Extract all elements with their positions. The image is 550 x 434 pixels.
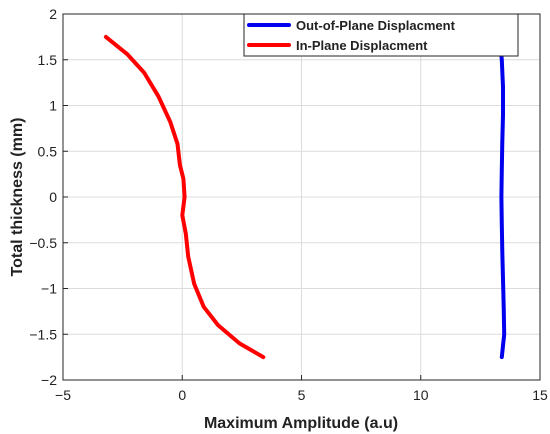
x-tick-label: 5	[298, 387, 306, 403]
x-axis-label: Maximum Amplitude (a.u)	[204, 415, 398, 432]
y-tick-label: 1.5	[38, 52, 58, 68]
x-tick-label: 0	[178, 387, 186, 403]
y-tick-label: 0	[49, 189, 57, 205]
x-tick-label: 15	[532, 387, 548, 403]
y-tick-label: 1	[49, 98, 57, 114]
tick-marks	[62, 13, 541, 381]
legend-label-out-of-plane: Out-of-Plane Displacment	[296, 18, 456, 33]
y-tick-label: −1.5	[29, 326, 57, 342]
series-line-in-plane	[103, 34, 266, 360]
series-line-out-of-plane	[497, 34, 507, 360]
series-lines	[103, 34, 507, 360]
legend-label-in-plane: In-Plane Displacment	[296, 38, 428, 53]
y-tick-label: −1	[41, 281, 57, 297]
y-tick-label: −0.5	[29, 235, 57, 251]
x-tick-label: −5	[55, 387, 71, 403]
y-tick-label: 0.5	[38, 143, 58, 159]
legend-box	[243, 13, 519, 57]
legend: Out-of-Plane Displacment In-Plane Displa…	[243, 13, 519, 57]
y-tick-labels: −2 −1.5 −1 −0.5 0 0.5 1 1.5 2	[29, 6, 57, 388]
y-tick-label: 2	[49, 6, 57, 22]
x-tick-label: 10	[413, 387, 429, 403]
x-tick-labels: −5 0 5 10 15	[55, 387, 548, 403]
y-axis-label: Total thickness (mm)	[9, 118, 26, 277]
y-tick-label: −2	[41, 372, 57, 388]
